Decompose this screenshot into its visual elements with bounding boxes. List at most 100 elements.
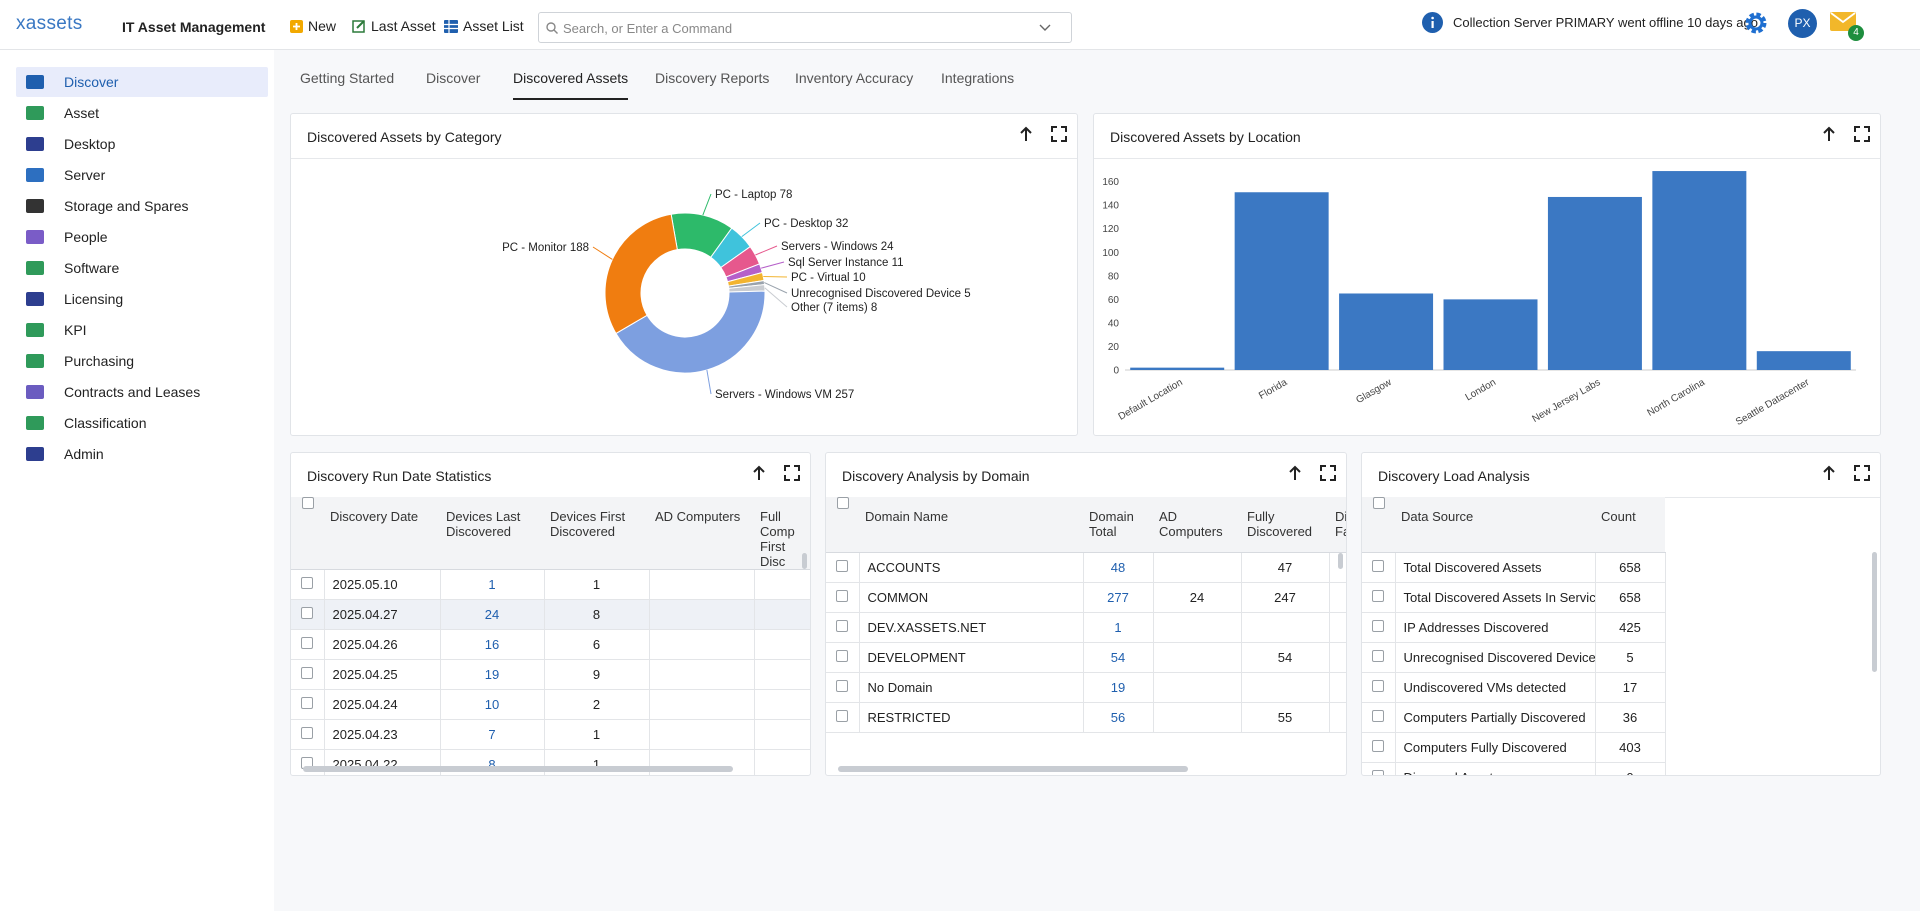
cell [649, 630, 754, 660]
row-select [291, 630, 324, 660]
tab[interactable]: Discover [426, 70, 480, 98]
panel-title: Discovery Run Date Statistics [307, 468, 491, 484]
move-up-icon[interactable] [1822, 465, 1836, 481]
nav-item[interactable]: Classification [16, 408, 268, 438]
nav-label: KPI [64, 322, 87, 338]
checkbox[interactable] [301, 667, 313, 679]
checkbox[interactable] [1372, 590, 1384, 602]
checkbox[interactable] [1372, 770, 1384, 775]
column-header[interactable]: Devices First Discovered [544, 497, 649, 570]
column-header[interactable]: Fully Discovered [1241, 497, 1329, 553]
move-up-icon[interactable] [1019, 126, 1033, 142]
nav-item[interactable]: People [16, 222, 268, 252]
cell [754, 570, 810, 600]
nav-item[interactable]: Contracts and Leases [16, 377, 268, 407]
v-scrollbar [1872, 552, 1877, 672]
nav-label: Classification [64, 415, 146, 431]
panel-icons [1288, 465, 1336, 481]
nav-item[interactable]: Discover [16, 67, 268, 97]
settings-icon[interactable] [1743, 10, 1769, 36]
cell [754, 630, 810, 660]
grid-row: 2025.04.24102 [291, 690, 810, 720]
cell: 425 [1595, 613, 1665, 643]
nav-item[interactable]: KPI [16, 315, 268, 345]
nav-item[interactable]: Storage and Spares [16, 191, 268, 221]
cell [754, 660, 810, 690]
tab[interactable]: Discovered Assets [513, 70, 628, 100]
y-tick-label: 160 [1102, 177, 1119, 188]
search-box[interactable]: Search, or Enter a Command [538, 12, 1072, 43]
asset-list-button[interactable]: Asset List [444, 18, 524, 34]
cell: 24 [440, 600, 544, 630]
checkbox[interactable] [1372, 740, 1384, 752]
move-up-icon[interactable] [752, 465, 766, 481]
checkbox[interactable] [301, 607, 313, 619]
nav-item[interactable]: Software [16, 253, 268, 283]
column-header[interactable]: Discovery Date [324, 497, 440, 570]
checkbox[interactable] [1372, 710, 1384, 722]
leader-line [742, 223, 760, 237]
move-up-icon[interactable] [1288, 465, 1302, 481]
cell [1329, 613, 1346, 643]
tab[interactable]: Inventory Accuracy [795, 70, 913, 98]
checkbox[interactable] [836, 590, 848, 602]
column-header[interactable]: Domain Total [1083, 497, 1153, 553]
cell: 8 [544, 600, 649, 630]
column-header[interactable]: Devices Last Discovered [440, 497, 544, 570]
nav-item[interactable]: Desktop [16, 129, 268, 159]
column-header[interactable]: AD Computers [1153, 497, 1241, 553]
slice-value: 8 [871, 302, 877, 314]
slice-name: Servers - Windows [781, 241, 878, 253]
column-header[interactable]: Data Source [1395, 497, 1595, 553]
logo[interactable]: xassets [16, 13, 83, 35]
nav-label: Contracts and Leases [64, 384, 200, 400]
checkbox[interactable] [301, 577, 313, 589]
checkbox[interactable] [836, 650, 848, 662]
tab[interactable]: Discovery Reports [655, 70, 769, 98]
column-header[interactable]: Count [1595, 497, 1665, 553]
move-up-icon[interactable] [1822, 126, 1836, 142]
new-button[interactable]: New [290, 18, 336, 34]
checkbox[interactable] [836, 560, 848, 572]
grid-row: RESTRICTED5655 [826, 703, 1346, 733]
last-asset-button[interactable]: Last Asset [352, 18, 436, 34]
column-header[interactable]: AD Computers [649, 497, 754, 570]
checkbox[interactable] [1373, 497, 1385, 509]
checkbox[interactable] [1372, 560, 1384, 572]
checkbox[interactable] [1372, 680, 1384, 692]
expand-icon[interactable] [784, 465, 800, 481]
expand-icon[interactable] [1320, 465, 1336, 481]
checkbox[interactable] [836, 680, 848, 692]
checkbox[interactable] [837, 497, 849, 509]
x-tick-label: London [1464, 377, 1498, 403]
checkbox[interactable] [301, 637, 313, 649]
slice-value: 11 [892, 257, 904, 269]
nav-item[interactable]: Purchasing [16, 346, 268, 376]
expand-icon[interactable] [1051, 126, 1067, 142]
checkbox[interactable] [836, 710, 848, 722]
checkbox[interactable] [301, 727, 313, 739]
cell: IP Addresses Discovered [1395, 613, 1595, 643]
nav-item[interactable]: Licensing [16, 284, 268, 314]
nav-item[interactable]: Asset [16, 98, 268, 128]
expand-icon[interactable] [1854, 465, 1870, 481]
tab[interactable]: Getting Started [300, 70, 394, 98]
nav-item[interactable]: Admin [16, 439, 268, 469]
column-header[interactable]: Dis Fail [1329, 497, 1346, 553]
nav-icon [26, 75, 44, 89]
tab[interactable]: Integrations [941, 70, 1014, 98]
checkbox[interactable] [301, 697, 313, 709]
nav-item[interactable]: Server [16, 160, 268, 190]
expand-icon[interactable] [1854, 126, 1870, 142]
checkbox[interactable] [302, 497, 314, 509]
column-header[interactable]: Domain Name [859, 497, 1083, 553]
slice-name: PC - Monitor [502, 242, 567, 254]
grid-row: Total Discovered Assets In Service658 [1362, 583, 1665, 613]
pie-chart: PC - Laptop 78PC - Desktop 32Servers - W… [291, 158, 1077, 435]
slice-label: PC - Monitor 188 [502, 242, 589, 254]
checkbox[interactable] [1372, 620, 1384, 632]
notification[interactable]: Collection Server PRIMARY went offline 1… [1422, 12, 1758, 33]
checkbox[interactable] [1372, 650, 1384, 662]
checkbox[interactable] [836, 620, 848, 632]
avatar[interactable]: PX [1788, 9, 1817, 38]
